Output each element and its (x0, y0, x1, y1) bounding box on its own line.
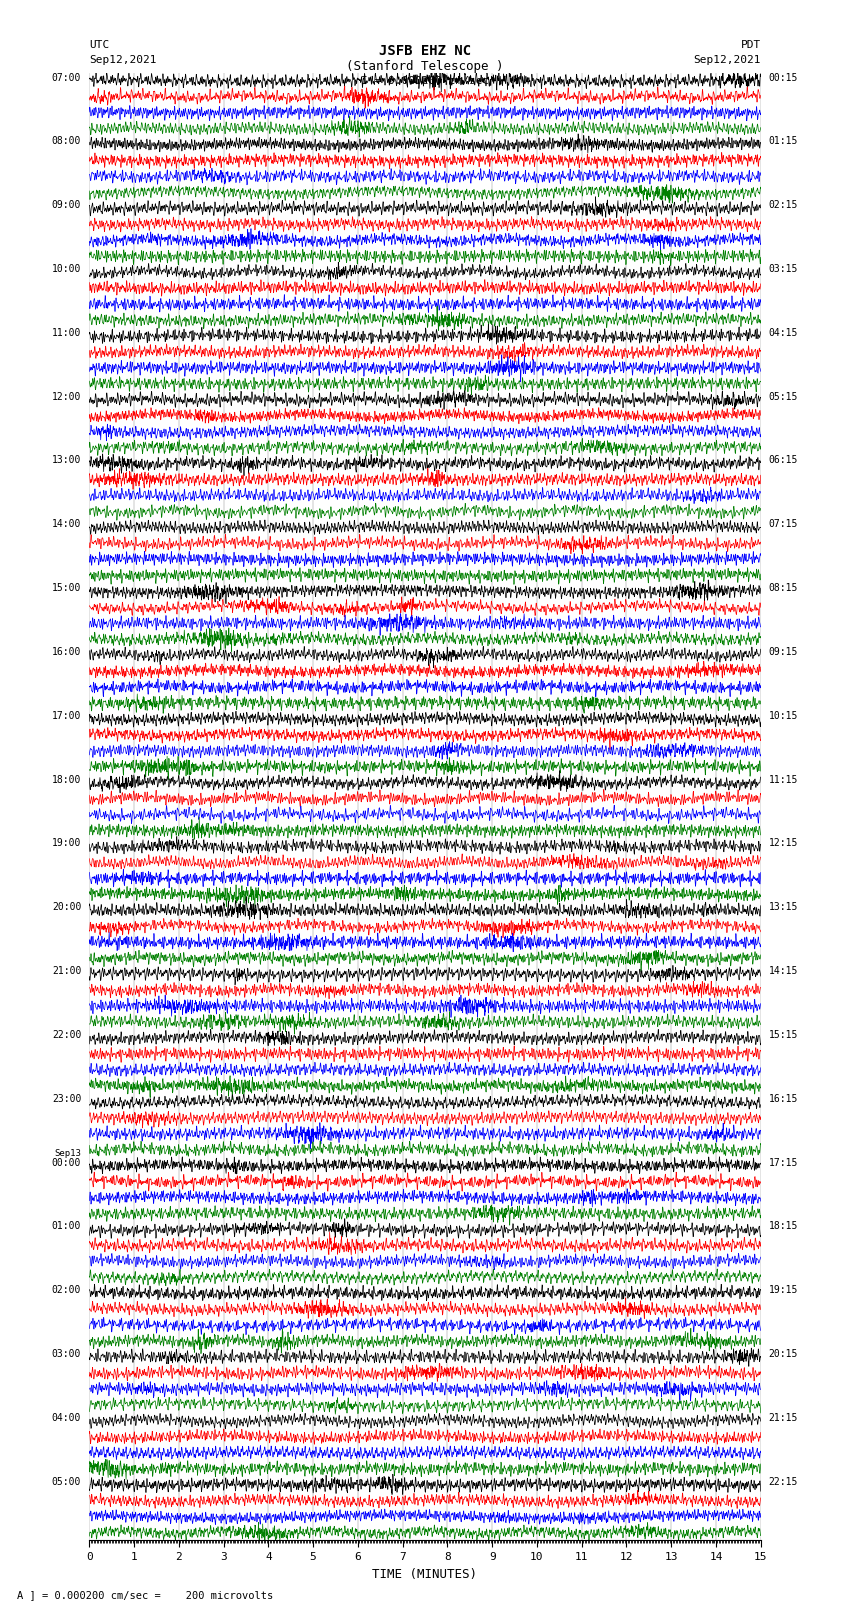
Text: I = 0.000200 cm/sec: I = 0.000200 cm/sec (361, 76, 489, 85)
Text: 10:15: 10:15 (768, 711, 798, 721)
Text: UTC: UTC (89, 40, 110, 50)
Text: 19:15: 19:15 (768, 1286, 798, 1295)
Text: 07:00: 07:00 (52, 73, 82, 82)
Text: 00:15: 00:15 (768, 73, 798, 82)
Text: Sep12,2021: Sep12,2021 (694, 55, 761, 65)
Text: 08:15: 08:15 (768, 584, 798, 594)
Text: 18:15: 18:15 (768, 1221, 798, 1231)
Text: (Stanford Telescope ): (Stanford Telescope ) (346, 60, 504, 73)
Text: 14:00: 14:00 (52, 519, 82, 529)
Text: 10:00: 10:00 (52, 265, 82, 274)
Text: 17:15: 17:15 (768, 1158, 798, 1168)
Text: 05:00: 05:00 (52, 1476, 82, 1487)
Text: 11:15: 11:15 (768, 774, 798, 784)
X-axis label: TIME (MINUTES): TIME (MINUTES) (372, 1568, 478, 1581)
Text: 04:15: 04:15 (768, 327, 798, 337)
Text: 16:15: 16:15 (768, 1094, 798, 1103)
Text: 12:00: 12:00 (52, 392, 82, 402)
Text: 21:00: 21:00 (52, 966, 82, 976)
Text: 16:00: 16:00 (52, 647, 82, 656)
Text: A ] = 0.000200 cm/sec =    200 microvolts: A ] = 0.000200 cm/sec = 200 microvolts (17, 1590, 273, 1600)
Text: 11:00: 11:00 (52, 327, 82, 337)
Text: 00:00: 00:00 (52, 1158, 82, 1168)
Text: 13:00: 13:00 (52, 455, 82, 466)
Text: Sep13: Sep13 (54, 1148, 82, 1158)
Text: 02:00: 02:00 (52, 1286, 82, 1295)
Text: 23:00: 23:00 (52, 1094, 82, 1103)
Text: 12:15: 12:15 (768, 839, 798, 848)
Text: JSFB EHZ NC: JSFB EHZ NC (379, 44, 471, 58)
Text: 20:15: 20:15 (768, 1348, 798, 1360)
Text: 08:00: 08:00 (52, 137, 82, 147)
Text: 19:00: 19:00 (52, 839, 82, 848)
Text: 09:15: 09:15 (768, 647, 798, 656)
Text: 22:15: 22:15 (768, 1476, 798, 1487)
Text: 20:00: 20:00 (52, 902, 82, 913)
Text: PDT: PDT (740, 40, 761, 50)
Text: 14:15: 14:15 (768, 966, 798, 976)
Text: 22:00: 22:00 (52, 1029, 82, 1040)
Text: 09:00: 09:00 (52, 200, 82, 210)
Text: 05:15: 05:15 (768, 392, 798, 402)
Text: 18:00: 18:00 (52, 774, 82, 784)
Text: 15:15: 15:15 (768, 1029, 798, 1040)
Text: 07:15: 07:15 (768, 519, 798, 529)
Text: 17:00: 17:00 (52, 711, 82, 721)
Text: 02:15: 02:15 (768, 200, 798, 210)
Text: 04:00: 04:00 (52, 1413, 82, 1423)
Text: 03:15: 03:15 (768, 265, 798, 274)
Text: Sep12,2021: Sep12,2021 (89, 55, 156, 65)
Text: 21:15: 21:15 (768, 1413, 798, 1423)
Text: 01:00: 01:00 (52, 1221, 82, 1231)
Text: 13:15: 13:15 (768, 902, 798, 913)
Text: 15:00: 15:00 (52, 584, 82, 594)
Text: 06:15: 06:15 (768, 455, 798, 466)
Text: 01:15: 01:15 (768, 137, 798, 147)
Text: 03:00: 03:00 (52, 1348, 82, 1360)
